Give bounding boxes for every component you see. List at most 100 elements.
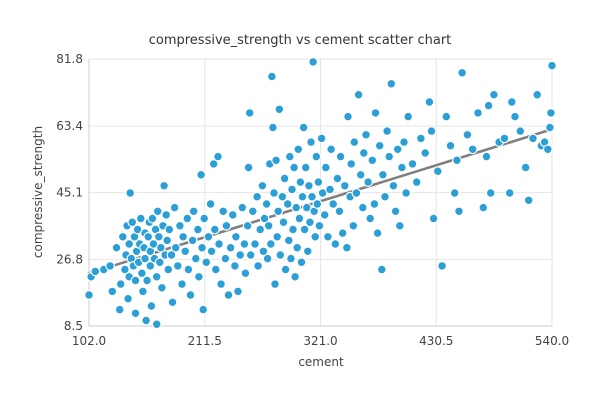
scatter-point <box>196 169 207 180</box>
scatter-point <box>130 275 141 286</box>
scatter-point <box>84 290 94 300</box>
scatter-point <box>506 97 517 107</box>
scatter-point <box>178 231 189 242</box>
scatter-point <box>197 242 208 253</box>
scatter-point <box>225 242 236 253</box>
scatter-point <box>290 271 301 282</box>
chart-title: compressive_strength vs cement scatter c… <box>149 33 452 48</box>
scatter-point <box>325 184 335 195</box>
scatter-point <box>307 191 317 202</box>
scatter-point <box>397 162 407 173</box>
scatter-point <box>376 264 387 275</box>
scatter-point <box>151 319 162 330</box>
scatter-point <box>283 235 294 246</box>
scatter-point <box>252 191 263 202</box>
scatter-point <box>159 180 170 191</box>
scatter-point <box>190 253 201 264</box>
scatter-point <box>192 224 203 235</box>
scatter-point <box>230 231 241 242</box>
scatter-point <box>210 264 221 275</box>
scatter-point <box>185 290 196 300</box>
scatter-point <box>242 220 253 231</box>
scatter-point <box>403 111 414 122</box>
scatter-point <box>123 293 134 304</box>
x-axis-title: cement <box>298 355 344 369</box>
scatter-point <box>357 202 368 213</box>
scatter-point <box>416 133 426 144</box>
scatter-point <box>532 89 543 100</box>
scatter-point <box>263 220 274 231</box>
scatter-point <box>265 239 276 249</box>
scatter-point <box>367 155 378 166</box>
scatter-point <box>135 213 146 224</box>
x-tick-label: 430.5 <box>419 334 453 348</box>
scatter-point <box>428 213 439 224</box>
scatter-point <box>237 202 248 213</box>
scatter-point <box>243 162 254 173</box>
scatter-point <box>152 206 163 217</box>
scatter-point <box>547 60 557 71</box>
scatter-point <box>291 202 302 213</box>
scatter-point <box>332 173 343 184</box>
scatter-point <box>275 250 286 260</box>
scatter-point <box>346 158 357 169</box>
scatter-point <box>206 246 217 257</box>
scatter-point <box>218 206 229 217</box>
scatter-point <box>127 217 138 228</box>
y-tick-label: 8.5 <box>64 319 83 333</box>
scatter-point <box>164 224 175 235</box>
scatter-point <box>124 239 135 249</box>
scatter-point <box>201 257 212 268</box>
scatter-point <box>155 242 166 253</box>
scatter-point <box>125 188 136 198</box>
scatter-point <box>481 151 492 162</box>
scatter-point <box>467 144 478 155</box>
scatter-point <box>337 228 348 239</box>
scatter-point <box>213 151 223 162</box>
scatter-point <box>355 169 366 180</box>
scatter-point <box>483 100 494 111</box>
scatter-point <box>292 242 303 253</box>
scatter-point <box>316 133 327 144</box>
scatter-point <box>143 231 154 242</box>
scatter-point <box>287 184 297 195</box>
scatter-point <box>462 129 473 140</box>
scatter-point <box>147 213 158 224</box>
scatter-point <box>407 158 418 169</box>
scatter-point <box>365 213 376 224</box>
scatter-point <box>280 264 291 275</box>
scatter-point <box>457 67 468 78</box>
tick-labels-layer: 102.0 211.5 321.0 430.5 540.0 8.5 26.8 45.1 63.4… <box>56 52 569 348</box>
scatter-point <box>306 137 316 148</box>
scatter-point <box>141 315 152 326</box>
scatter-point <box>259 213 270 224</box>
scatter-point <box>499 133 510 144</box>
points-layer <box>84 57 557 330</box>
scatter-point <box>244 107 255 118</box>
scatter-point <box>542 144 553 155</box>
scatter-point <box>454 206 464 217</box>
scatter-point <box>277 191 288 202</box>
scatter-point <box>378 169 388 180</box>
scatter-point <box>348 220 359 231</box>
scatter-point <box>199 213 210 224</box>
scatter-point <box>335 151 346 162</box>
x-tick-label: 102.0 <box>72 334 106 348</box>
scatter-point <box>172 261 183 271</box>
scatter-point <box>284 151 295 162</box>
scatter-point <box>515 126 526 137</box>
scatter-point <box>270 279 280 290</box>
scatter-point <box>520 162 531 173</box>
scatter-point <box>258 246 269 257</box>
scatter-point <box>374 140 385 151</box>
scatter-point <box>203 231 214 242</box>
scatter-point <box>208 158 219 169</box>
scatter-point <box>114 304 125 315</box>
scatter-point <box>420 148 431 158</box>
scatter-point <box>384 151 395 162</box>
scatter-point <box>278 217 289 228</box>
scatter-point <box>473 107 483 118</box>
scatter-point <box>156 282 167 293</box>
scatter-point <box>342 242 352 253</box>
